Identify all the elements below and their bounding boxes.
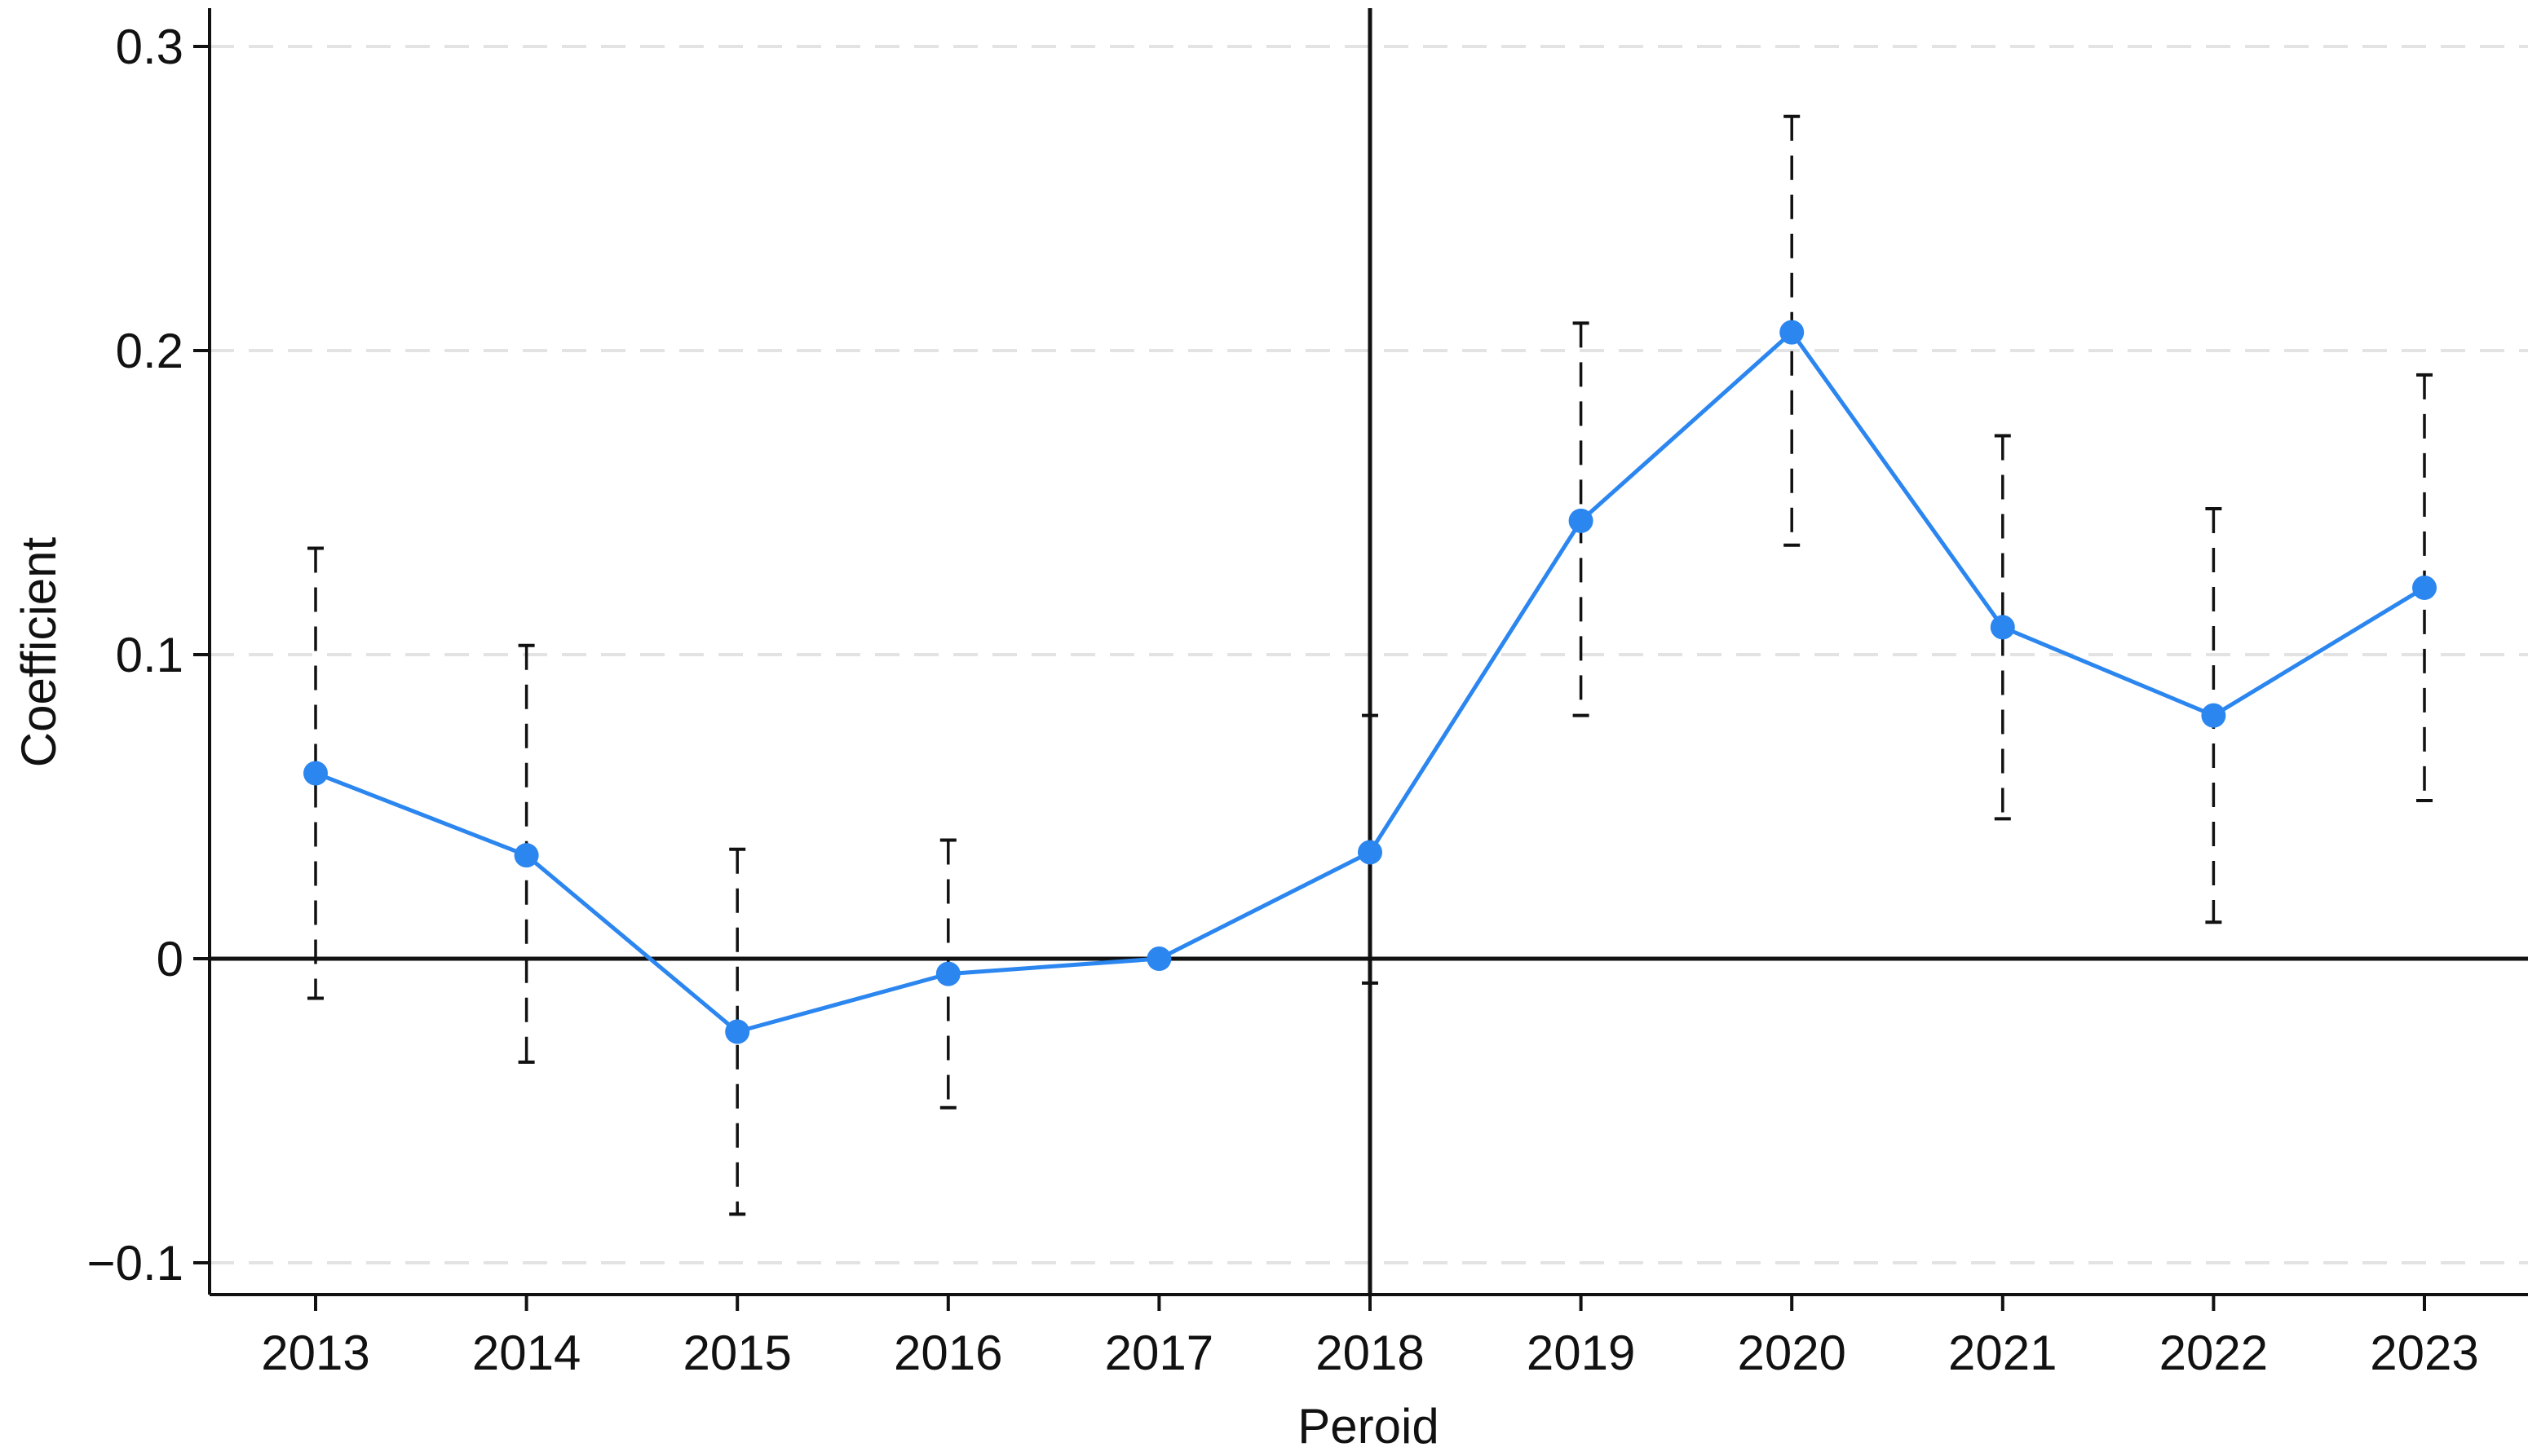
y-tick-label: −0.1: [87, 1236, 183, 1291]
series-points: [303, 320, 2437, 1044]
data-point: [1990, 615, 2015, 640]
y-tick-label: 0.3: [116, 20, 183, 74]
axes: [193, 8, 2528, 1311]
x-tick-label: 2013: [261, 1326, 369, 1380]
ci-bar: [729, 847, 746, 1216]
data-point: [303, 761, 328, 786]
data-point: [1147, 946, 1172, 971]
x-tick-label: 2017: [1105, 1326, 1213, 1380]
y-tick-label: 0.1: [116, 628, 183, 682]
reference-lines: [210, 8, 2528, 1295]
data-point: [2412, 575, 2437, 600]
x-tick-label: 2014: [472, 1326, 581, 1380]
x-axis-title: Peroid: [1297, 1399, 1439, 1454]
x-tick-label: 2020: [1737, 1326, 1845, 1380]
tick-labels: −0.1 0 0.1 0.2 0.3 2013 2014 2015 2016 2017 2018 20…: [87, 20, 2479, 1380]
x-tick-label: 2022: [2159, 1326, 2268, 1380]
x-tick-label: 2023: [2370, 1326, 2478, 1380]
data-point: [1358, 840, 1382, 865]
data-point: [1779, 320, 1805, 345]
data-point: [725, 1019, 750, 1044]
x-tick-label: 2018: [1315, 1326, 1424, 1380]
x-tick-label: 2015: [683, 1326, 791, 1380]
data-point: [514, 843, 539, 868]
y-axis-title: Coefficient: [11, 536, 66, 767]
y-tick-label: 0: [157, 932, 183, 986]
ci-bar: [307, 546, 324, 1000]
y-tick-label: 0.2: [116, 324, 183, 378]
ci-bar: [1994, 434, 2011, 821]
data-point: [935, 961, 961, 986]
x-tick-label: 2021: [1948, 1326, 2057, 1380]
data-point: [1568, 508, 1593, 533]
data-point: [2201, 703, 2226, 728]
x-tick-label: 2016: [894, 1326, 1002, 1380]
x-tick-label: 2019: [1527, 1326, 1635, 1380]
